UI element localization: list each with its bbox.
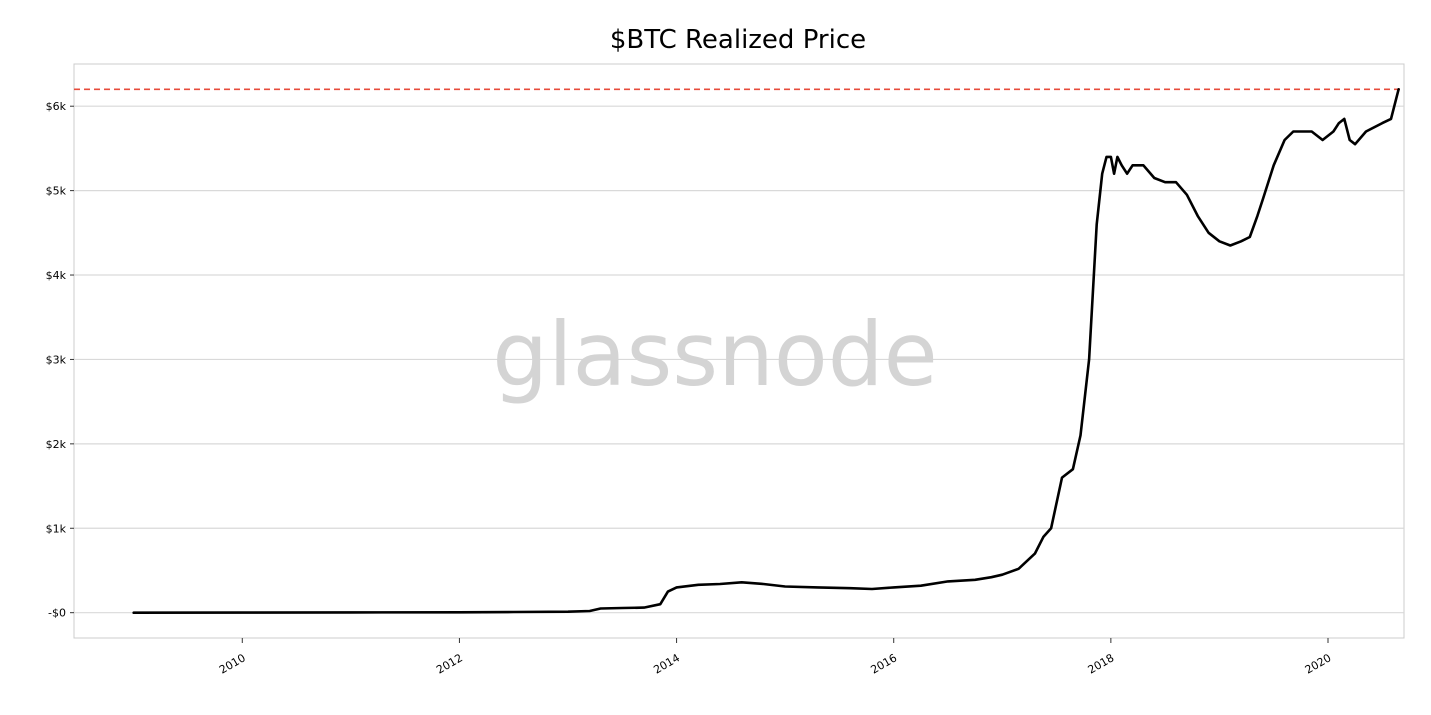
y-tick-label: $6k (46, 100, 67, 113)
plot-frame (73, 63, 1405, 639)
y-axis: -$0 $1k $2k $3k $4k $5k $6k (46, 100, 74, 620)
chart-title: $BTC Realized Price (610, 25, 866, 55)
x-tick-label: 2016 (868, 651, 899, 676)
x-axis: 2010 2012 2014 2016 2018 2020 (217, 638, 1334, 677)
x-tick-label: 2018 (1086, 651, 1117, 676)
grid-lines (74, 105, 1404, 614)
y-tick-label: $5k (46, 185, 67, 198)
x-tick-label: 2014 (651, 651, 682, 676)
watermark: glassnode (492, 303, 938, 406)
y-tick-label: -$0 (48, 607, 66, 620)
series-line (132, 88, 1400, 615)
x-tick-label: 2010 (217, 651, 248, 676)
series-group (132, 88, 1400, 615)
x-tick-label: 2012 (434, 651, 465, 676)
y-tick-label: $4k (46, 269, 67, 282)
y-tick-label: $1k (46, 522, 67, 535)
x-tick-label: 2020 (1303, 651, 1334, 676)
plot-area (73, 63, 1405, 639)
y-tick-label: $3k (46, 353, 67, 366)
y-tick-label: $2k (46, 438, 67, 451)
